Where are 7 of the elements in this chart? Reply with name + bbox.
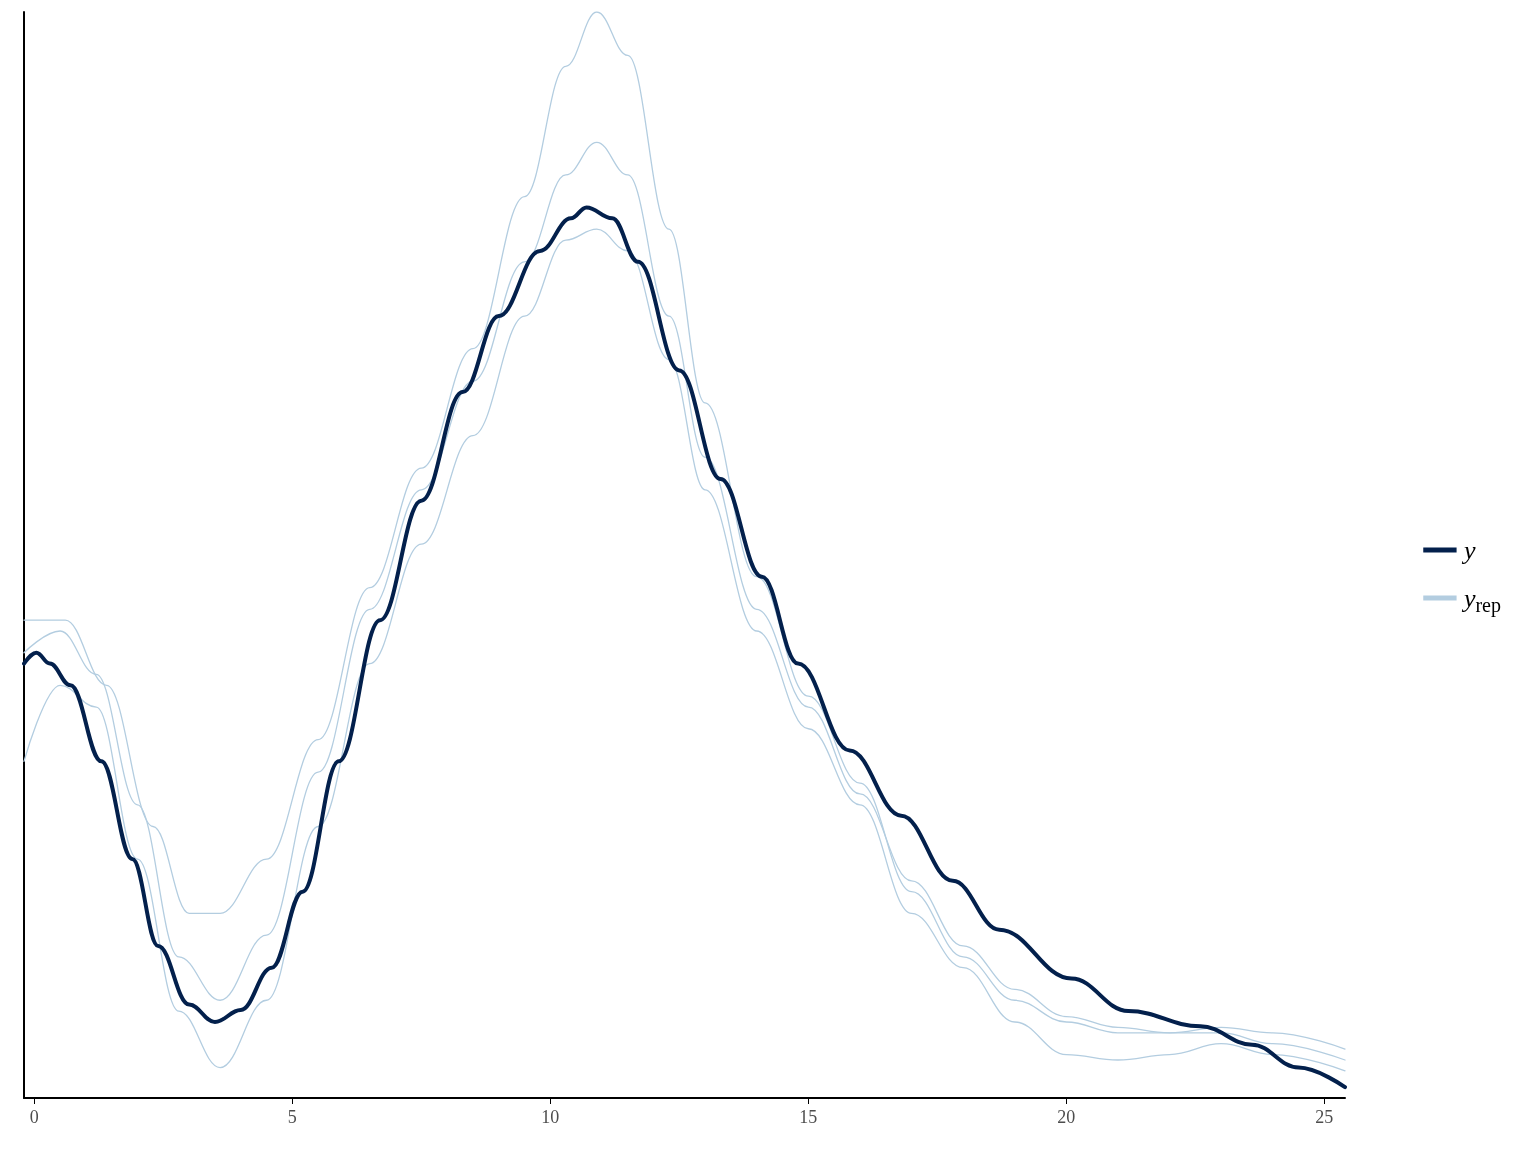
x-tick-label: 10 — [541, 1107, 560, 1127]
legend-label: y — [1460, 535, 1476, 565]
x-tick-label: 25 — [1315, 1107, 1334, 1127]
x-tick-label: 5 — [287, 1107, 297, 1127]
x-tick-label: 0 — [29, 1107, 39, 1127]
x-tick-label: 20 — [1057, 1107, 1076, 1127]
x-tick-label: 15 — [799, 1107, 818, 1127]
